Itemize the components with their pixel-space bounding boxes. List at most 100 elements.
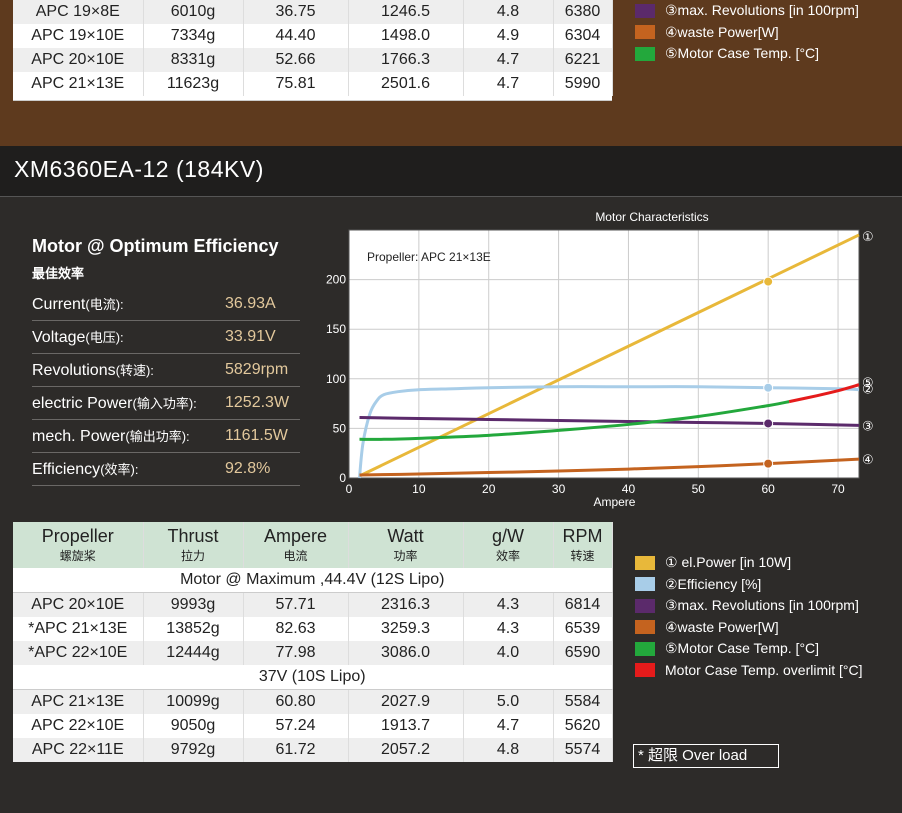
efficiency-row: mech. Power(输出功率): 1161.5W xyxy=(32,420,300,453)
table-header-cell: Watt 功率 xyxy=(348,522,464,568)
overload-note: * 超限 Over load xyxy=(633,744,779,768)
table-cell: 4.7 xyxy=(463,714,554,738)
x-tick-label: 0 xyxy=(346,482,353,496)
x-tick-label: 10 xyxy=(412,482,426,496)
legend-item: ③max. Revolutions [in 100rpm] xyxy=(635,595,863,617)
efficiency-label: electric Power(输入功率): xyxy=(32,395,197,412)
legend-label: ④waste Power[W] xyxy=(665,23,779,40)
table-cell: 13852g xyxy=(143,617,244,641)
series-end-label: ① xyxy=(862,230,874,245)
efficiency-label: mech. Power(输出功率): xyxy=(32,428,190,445)
header-label: Propeller xyxy=(41,526,114,546)
table-cell: 61.72 xyxy=(243,738,349,762)
table-cell: 11623g xyxy=(143,72,244,96)
table-cell: 82.63 xyxy=(243,617,349,641)
table-cell: 4.8 xyxy=(463,738,554,762)
table-row: APC 20×10E 9993g 57.71 2316.3 4.3 6814 xyxy=(13,592,613,617)
series-end-label: ④ xyxy=(862,453,874,468)
table-section-row: Motor @ Maximum ,44.4V (12S Lipo) xyxy=(13,568,613,593)
series-line xyxy=(788,383,860,404)
table-section-title: 37V (10S Lipo) xyxy=(13,665,613,690)
bottom-spec-table: Propeller 螺旋桨 Thrust 拉力 Ampere 电流 Watt 功率 g/W 效率 R… xyxy=(13,522,613,762)
table-row: APC 19×8E 6010g 36.75 1246.5 4.8 6380 xyxy=(13,0,613,24)
table-cell: APC 22×11E xyxy=(13,738,144,762)
header-label: Watt xyxy=(387,526,424,546)
table-cell: 2027.9 xyxy=(348,689,464,714)
plot-border xyxy=(348,229,860,479)
efficiency-label-cn: (转速): xyxy=(115,363,154,378)
table-cell: 3259.3 xyxy=(348,617,464,641)
table-cell: 36.75 xyxy=(243,0,349,24)
table-cell: 2057.2 xyxy=(348,738,464,762)
series-marker xyxy=(763,458,774,469)
legend-item: ③max. Revolutions [in 100rpm] xyxy=(635,0,859,22)
header-label-cn: 电流 xyxy=(283,549,308,563)
series-line xyxy=(358,233,860,478)
efficiency-row: Voltage(电压): 33.91V xyxy=(32,321,300,354)
legend-swatch xyxy=(635,3,655,18)
legend-item: ⑤Motor Case Temp. [°C] xyxy=(635,638,863,660)
table-cell: 57.24 xyxy=(243,714,349,738)
legend-item: ⑤Motor Case Temp. [°C] xyxy=(635,43,859,65)
table-cell: 4.0 xyxy=(463,641,554,665)
top-legend: ③max. Revolutions [in 100rpm] ④waste Powe… xyxy=(635,0,859,65)
table-header-cell: RPM 转速 xyxy=(553,522,613,568)
legend-label: ⑤Motor Case Temp. [°C] xyxy=(665,640,820,657)
plot-area xyxy=(349,230,859,478)
series-line xyxy=(359,400,790,441)
legend-swatch xyxy=(635,25,655,40)
y-tick-label: 50 xyxy=(333,421,347,435)
efficiency-subtitle: 最佳效率 xyxy=(32,266,85,281)
efficiency-value: 36.93A xyxy=(225,295,276,312)
efficiency-value: 1252.3W xyxy=(225,394,290,411)
x-tick-label: 70 xyxy=(831,482,845,496)
legend-swatch xyxy=(635,663,655,678)
table-cell: 1913.7 xyxy=(348,714,464,738)
table-header-cell: g/W 效率 xyxy=(463,522,554,568)
header-label-cn: 拉力 xyxy=(180,549,205,563)
efficiency-label-cn: (输出功率): xyxy=(125,429,190,444)
efficiency-value: 1161.5W xyxy=(225,427,288,444)
y-tick-label: 100 xyxy=(326,372,346,386)
efficiency-value: 33.91V xyxy=(225,328,276,345)
efficiency-label-cn: (输入功率): xyxy=(132,396,197,411)
legend-label: ②Efficiency [%] xyxy=(665,575,762,592)
table-cell: 9993g xyxy=(143,592,244,617)
table-cell: 12444g xyxy=(143,641,244,665)
table-cell: 2501.6 xyxy=(348,72,464,96)
table-cell: 4.3 xyxy=(463,617,554,641)
table-cell: 5584 xyxy=(553,689,613,714)
table-row: APC 22×11E 9792g 61.72 2057.2 4.8 5574 xyxy=(13,738,613,762)
table-cell: APC 22×10E xyxy=(13,714,144,738)
table-cell: 10099g xyxy=(143,689,244,714)
efficiency-row: electric Power(输入功率): 1252.3W xyxy=(32,387,300,420)
legend-item: ① el.Power [in 10W] xyxy=(635,552,863,574)
efficiency-label: Voltage(电压): xyxy=(32,329,124,346)
legend-swatch xyxy=(635,555,655,570)
table-row: APC 21×13E 10099g 60.80 2027.9 5.0 5584 xyxy=(13,689,613,714)
table-cell: 5574 xyxy=(553,738,613,762)
motor-characteristics-chart: 0 10 20 30 40 50 60 70 0 50 100 150 200 Motor Charact… xyxy=(326,210,874,509)
table-cell: 6304 xyxy=(553,24,613,48)
table-cell: 6590 xyxy=(553,641,613,665)
legend-label: ① el.Power [in 10W] xyxy=(665,554,792,571)
table-cell: APC 19×10E xyxy=(13,24,144,48)
header-label-cn: 功率 xyxy=(393,549,418,563)
legend-item: ②Efficiency [%] xyxy=(635,574,863,596)
series-end-label: ③ xyxy=(862,419,874,434)
header-label-cn: 螺旋桨 xyxy=(59,549,96,563)
efficiency-row: Current(电流): 36.93A xyxy=(32,288,300,321)
table-cell: 60.80 xyxy=(243,689,349,714)
efficiency-title: Motor @ Optimum Efficiency xyxy=(32,236,279,256)
table-cell: APC 21×13E xyxy=(13,689,144,714)
series-marker xyxy=(763,276,774,287)
legend-swatch xyxy=(635,620,655,635)
top-spec-table: APC 19×8E 6010g 36.75 1246.5 4.8 6380 APC 19×1… xyxy=(13,0,613,100)
series-end-label: ② xyxy=(862,383,874,398)
table-cell: 8331g xyxy=(143,48,244,72)
table-row: APC 21×13E 11623g 75.81 2501.6 4.7 5990 xyxy=(13,72,613,96)
x-tick-label: 50 xyxy=(692,482,706,496)
table-cell: 4.8 xyxy=(463,0,554,24)
x-tick-label: 30 xyxy=(552,482,566,496)
x-tick-label: 40 xyxy=(622,482,636,496)
